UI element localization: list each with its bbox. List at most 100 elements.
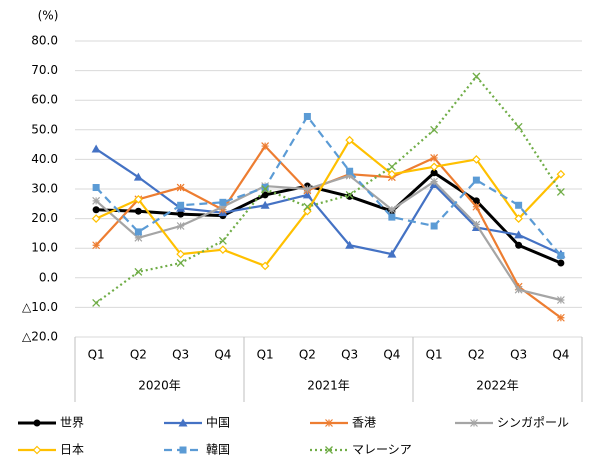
marker [92, 206, 100, 214]
marker [514, 285, 523, 294]
y-tick-label: △10.0 [22, 300, 58, 314]
marker [176, 222, 185, 230]
marker [472, 202, 481, 211]
marker [303, 112, 311, 120]
marker [134, 233, 143, 242]
x-tick-label: Q1 [88, 348, 105, 362]
marker [472, 197, 480, 205]
marker [514, 214, 523, 223]
marker [303, 185, 312, 193]
marker [472, 155, 481, 164]
y-tick-label: 20.0 [31, 211, 58, 225]
marker [557, 252, 565, 260]
marker [179, 446, 187, 454]
y-tick-label: 10.0 [31, 241, 58, 255]
y-tick-label: 80.0 [31, 34, 58, 48]
marker [556, 296, 565, 304]
marker [387, 169, 397, 179]
marker [515, 201, 523, 209]
marker [345, 135, 354, 145]
marker [261, 184, 269, 192]
marker [388, 213, 396, 221]
marker [345, 240, 355, 249]
x-tick-label: Q1 [426, 348, 443, 362]
x-tick-label: Q2 [468, 348, 485, 362]
marker [303, 202, 312, 211]
marker [514, 230, 524, 239]
marker [261, 191, 269, 199]
x-tick-label: Q4 [214, 348, 231, 362]
marker [260, 261, 270, 271]
legend-label: 日本 [60, 443, 84, 457]
group-label: 2021年 [307, 379, 350, 393]
series-line [95, 174, 562, 302]
series-line [95, 144, 562, 319]
marker [472, 72, 481, 81]
marker [387, 162, 396, 171]
marker [387, 249, 397, 258]
x-tick-label: Q3 [510, 348, 527, 362]
marker [470, 419, 478, 427]
marker [92, 241, 101, 250]
marker [261, 142, 270, 151]
marker [176, 259, 185, 267]
y-tick-label: 40.0 [31, 152, 58, 166]
group-label: 2020年 [138, 379, 181, 393]
marker [33, 419, 41, 427]
marker [91, 214, 101, 223]
x-tick-label: Q3 [341, 348, 358, 362]
marker [134, 228, 142, 236]
x-tick-label: Q4 [552, 348, 569, 362]
marker [134, 195, 143, 204]
marker [430, 169, 438, 177]
legend-label: マレーシア [352, 443, 412, 457]
marker [218, 202, 227, 211]
marker [134, 267, 143, 276]
y-tick-label: 0.0 [39, 270, 58, 284]
marker [92, 184, 100, 192]
marker [515, 241, 523, 249]
legend-label: 世界 [60, 416, 84, 430]
marker [345, 171, 354, 180]
marker [32, 445, 42, 455]
group-label: 2022年 [476, 379, 519, 393]
series-line [96, 171, 562, 265]
marker [219, 198, 227, 206]
marker [472, 220, 481, 229]
marker [91, 144, 101, 153]
y-tick-label: △20.0 [22, 330, 58, 344]
marker [325, 419, 333, 427]
marker [134, 207, 142, 215]
marker [430, 153, 439, 162]
marker [557, 259, 565, 267]
marker [429, 162, 439, 172]
marker [556, 313, 565, 322]
marker [260, 200, 270, 209]
series-line [95, 75, 562, 304]
x-tick-label: Q2 [130, 348, 147, 362]
y-unit-label: (%) [38, 9, 59, 23]
marker [556, 188, 565, 196]
y-tick-label: 50.0 [31, 122, 58, 136]
marker [178, 418, 188, 427]
marker [92, 196, 101, 205]
marker [387, 205, 396, 214]
series-line [95, 139, 562, 268]
legend-label: 中国 [206, 415, 230, 430]
series-line [95, 115, 562, 257]
legend-label: 香港 [352, 416, 376, 430]
marker [218, 236, 227, 245]
marker [345, 190, 354, 199]
series-line [95, 148, 562, 256]
marker [177, 201, 185, 209]
marker [133, 172, 143, 181]
marker [346, 167, 354, 175]
marker [556, 169, 566, 179]
marker [514, 122, 523, 131]
marker [472, 176, 480, 184]
marker [177, 210, 185, 218]
marker [325, 446, 333, 454]
marker [430, 177, 439, 186]
marker [261, 185, 270, 193]
